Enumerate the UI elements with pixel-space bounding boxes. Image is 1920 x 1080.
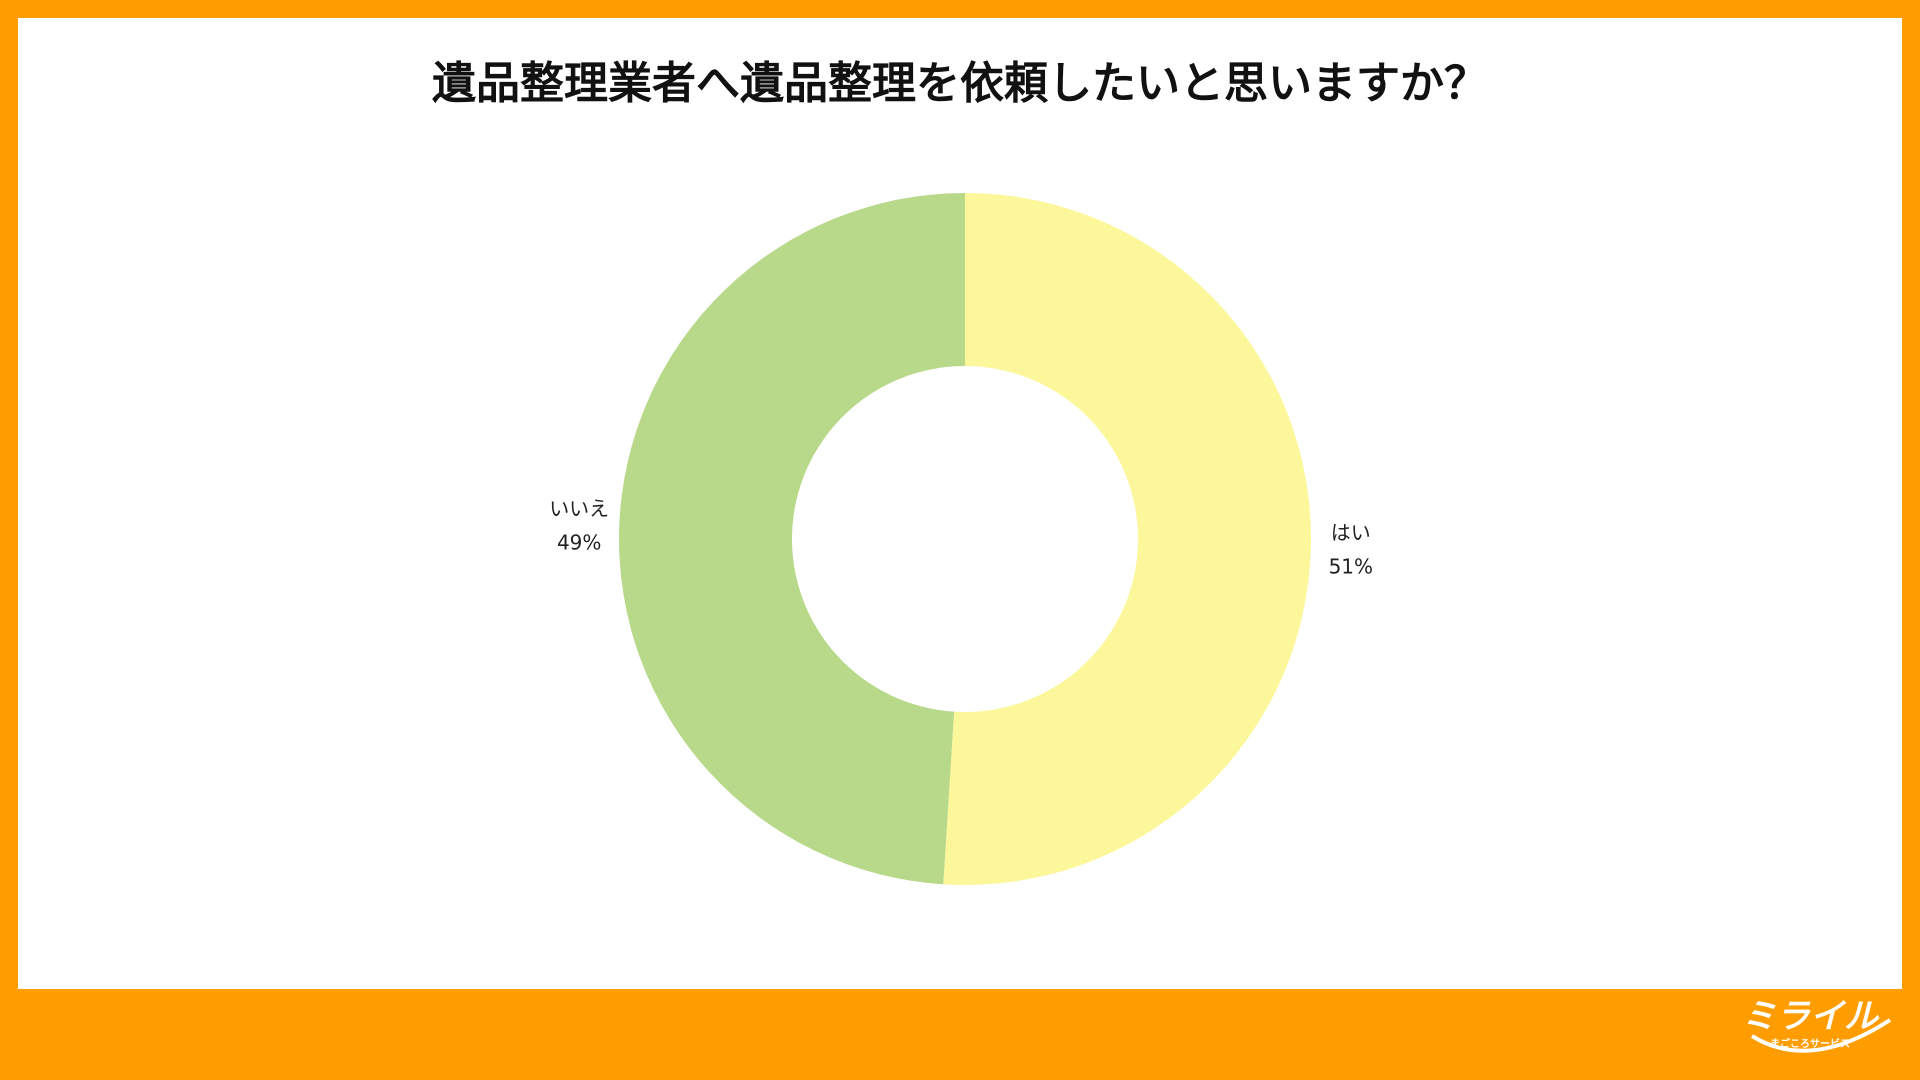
slice-label: はい	[1331, 521, 1371, 545]
donut-slice	[943, 193, 1311, 885]
logo-swoosh	[1750, 1018, 1892, 1053]
slice-label: いいえ	[549, 496, 609, 520]
donut-slice	[618, 193, 965, 885]
value-label: 49%	[557, 530, 601, 554]
chart-title: 遺品整理業者へ遺品整理を依頼したいと思いますか？	[432, 58, 1488, 109]
logo-name: ミライル	[1742, 997, 1880, 1037]
logo: ミライル まごころサービス	[1742, 997, 1892, 1053]
value-label: 51%	[1329, 555, 1373, 579]
